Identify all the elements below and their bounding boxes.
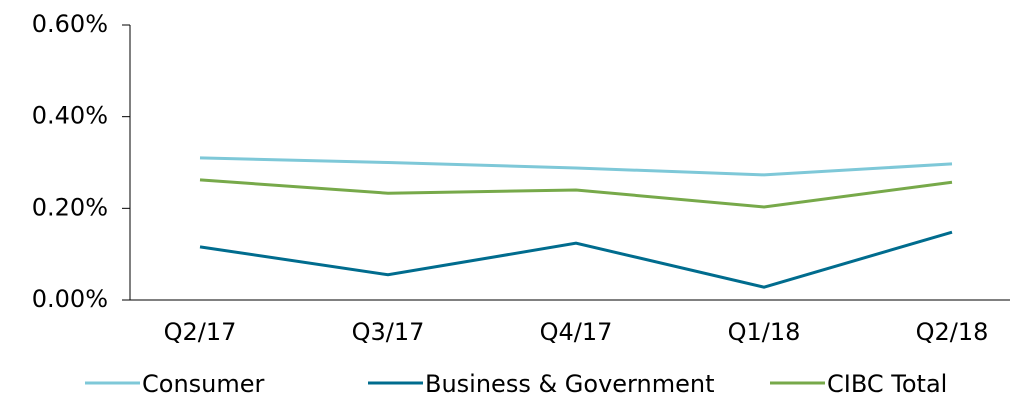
x-tick-label: Q4/17: [540, 318, 613, 346]
series-line: [199, 230, 953, 289]
series-line: [199, 156, 953, 177]
x-tick-label: Q3/17: [352, 318, 425, 346]
y-tick-label: 0.20%: [32, 193, 108, 221]
y-tick-label: 0.60%: [32, 10, 108, 38]
legend-label: Business & Government: [425, 370, 714, 398]
x-tick-label: Q1/18: [728, 318, 801, 346]
legend-label: CIBC Total: [827, 370, 947, 398]
y-tick-label: 0.00%: [32, 285, 108, 313]
y-tick-label: 0.40%: [32, 102, 108, 130]
x-tick-label: Q2/17: [164, 318, 237, 346]
legend-label: Consumer: [142, 370, 265, 398]
series-line: [199, 178, 953, 209]
x-tick-label: Q2/18: [916, 318, 989, 346]
